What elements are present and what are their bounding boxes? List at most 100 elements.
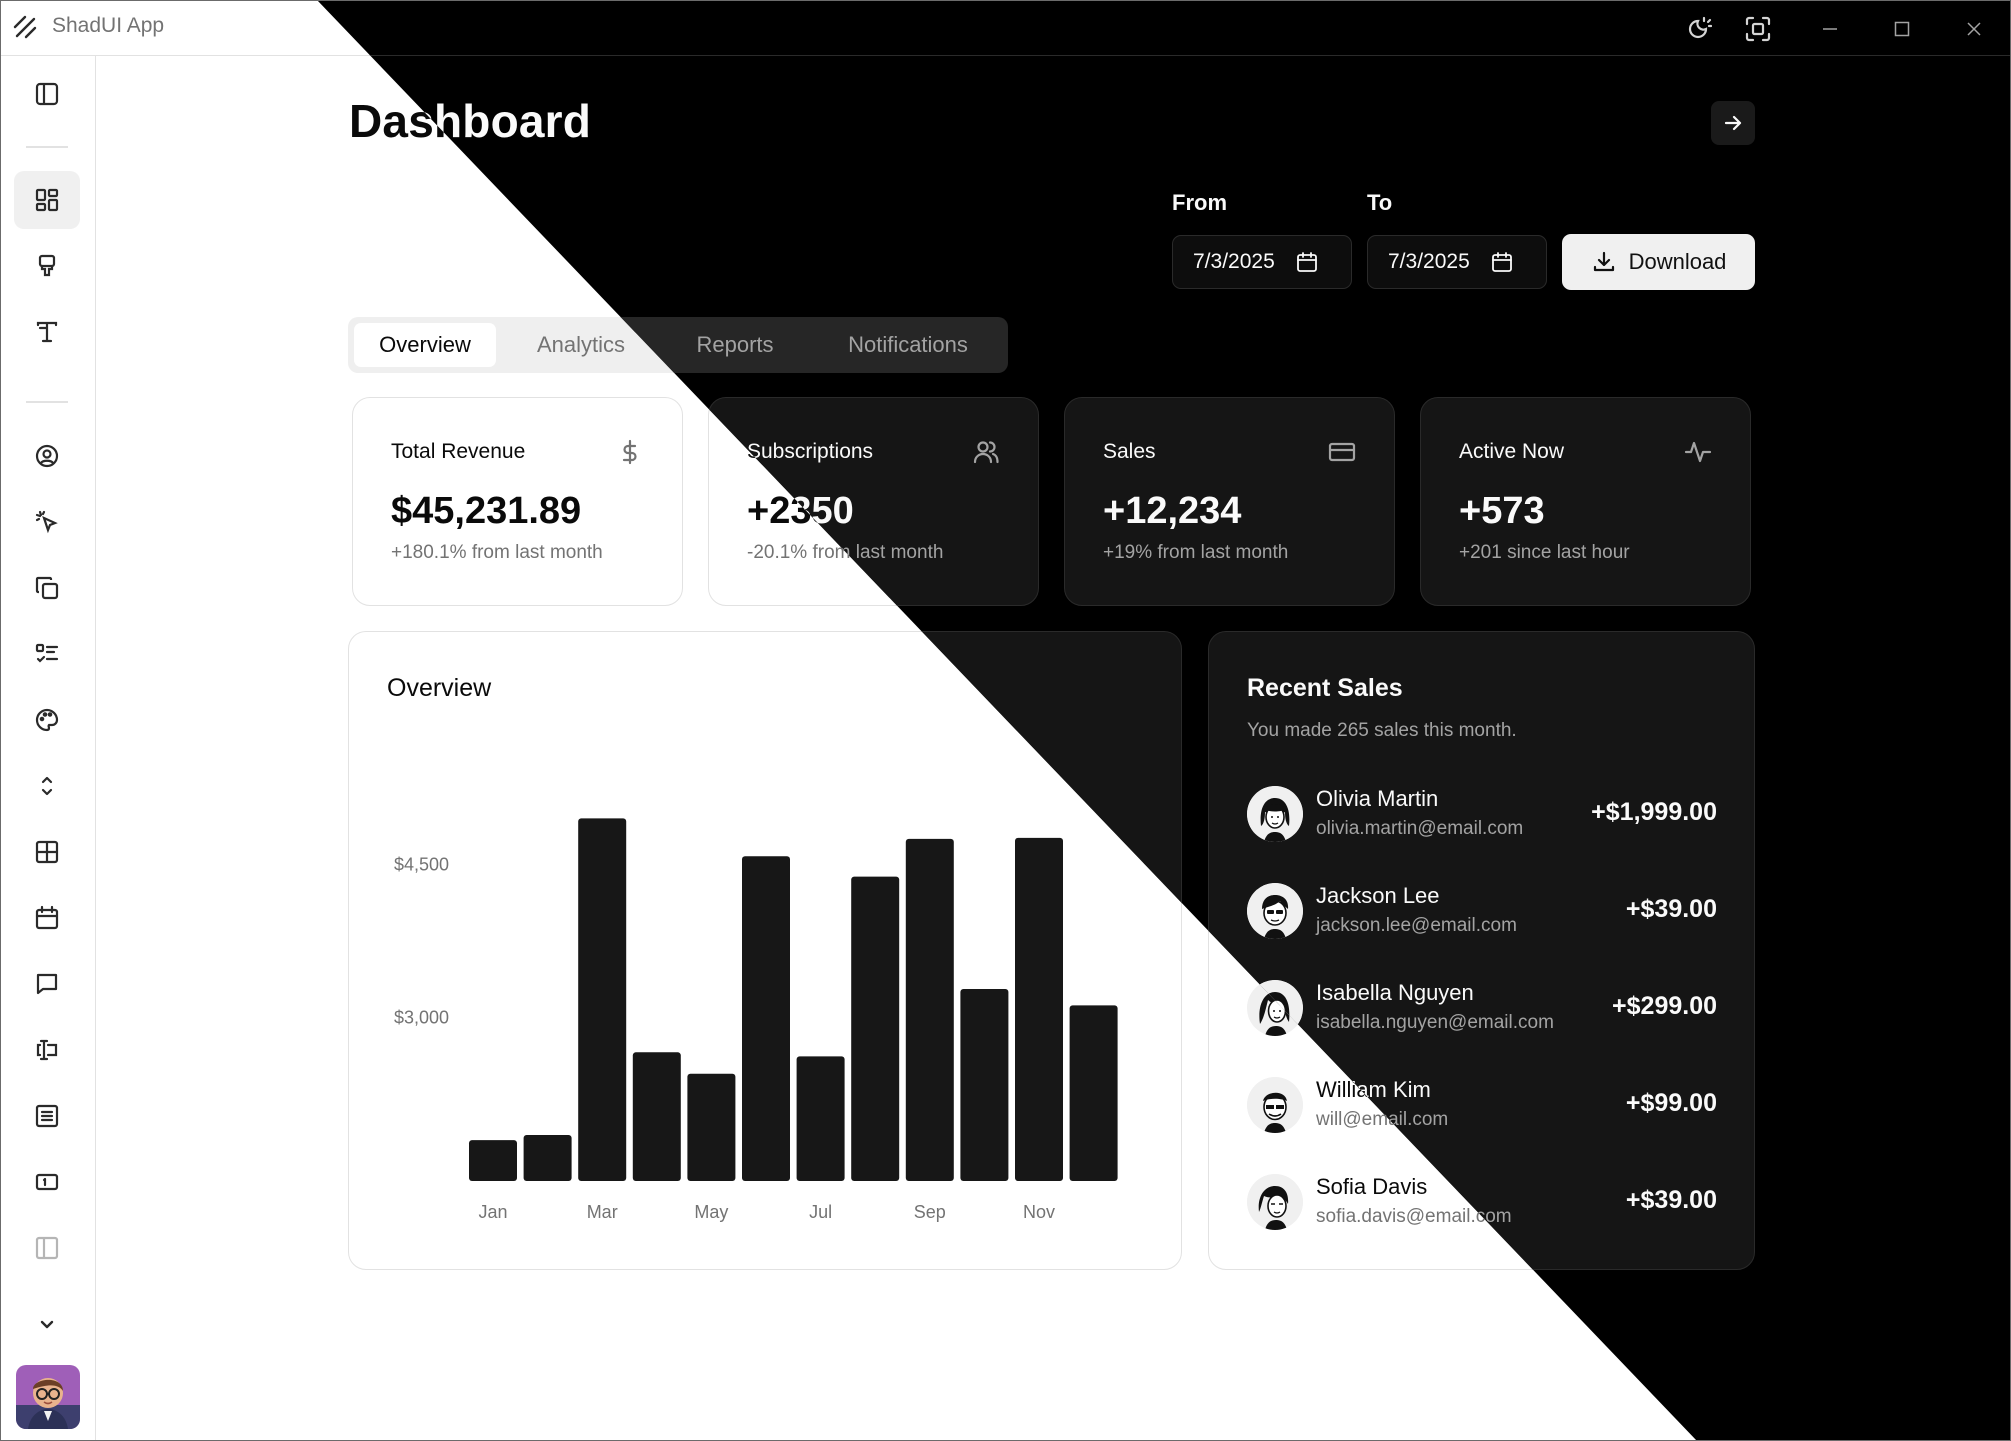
x-tick-label: Jan — [478, 1202, 507, 1222]
bar-aug — [851, 876, 900, 1181]
checklist-icon — [35, 643, 59, 663]
bar-dec — [1069, 1005, 1118, 1181]
sidebar-item-sidebar[interactable] — [14, 1219, 80, 1277]
stat-title: Subscriptions — [747, 440, 874, 463]
sale-amount: +$39.00 — [1625, 1186, 1717, 1214]
avatar-sofia-icon — [1247, 1174, 1303, 1230]
bar-mar — [578, 818, 627, 1181]
sidebar-item-input[interactable] — [14, 1021, 80, 1079]
next-button[interactable] — [1711, 101, 1755, 145]
sale-email: jackson.lee@email.com — [1316, 915, 1517, 936]
close-button[interactable] — [1957, 12, 1991, 46]
sidebar-item-checkbox[interactable] — [14, 625, 80, 683]
recent-sales-title: Recent Sales — [1247, 674, 1403, 702]
sidebar-item-theme[interactable] — [14, 237, 80, 295]
bar-nov — [1015, 837, 1063, 1181]
screenshot-icon — [1745, 16, 1771, 42]
screenshot-button[interactable] — [1741, 12, 1775, 46]
sidebar-item-button[interactable] — [14, 493, 80, 551]
palette-icon — [35, 708, 59, 732]
sidebar-toggle-icon — [35, 82, 59, 106]
from-date-picker[interactable]: 7/3/2025 — [1172, 235, 1352, 289]
sale-amount: +$299.00 — [1612, 992, 1717, 1020]
tab-analytics[interactable]: Analytics — [536, 332, 626, 357]
sidebar-item-colors[interactable] — [14, 691, 80, 749]
stat-note: +180.1% from last month — [391, 542, 603, 563]
sale-name: Jackson Lee — [1316, 883, 1440, 908]
sidebar-item-avatar[interactable] — [14, 427, 80, 485]
sale-amount: +$99.00 — [1625, 1089, 1717, 1117]
stat-card-active-now: Active Now +573 +201 since last hour — [1420, 397, 1751, 606]
dollar-icon — [622, 439, 637, 465]
credit-card-icon — [1328, 442, 1356, 462]
x-tick-label: Nov — [1023, 1202, 1055, 1222]
sidebar-item-date-picker[interactable] — [14, 889, 80, 947]
cursor-click-icon — [35, 510, 58, 534]
tab-notifications[interactable]: Notifications — [848, 332, 968, 357]
minimize-button[interactable] — [1813, 12, 1847, 46]
sale-name: Isabella Nguyen — [1316, 980, 1474, 1005]
calendar-icon — [1296, 252, 1317, 272]
list-icon — [35, 1104, 59, 1128]
table-icon — [35, 840, 59, 864]
from-label: From — [1172, 190, 1227, 215]
app-logo-icon — [13, 15, 37, 39]
user-avatar-image — [16, 1365, 80, 1429]
sale-item[interactable]: Isabella Nguyen isabella.nguyen@email.co… — [1247, 976, 1717, 1040]
recent-sales-subtitle: You made 265 sales this month. — [1247, 720, 1517, 741]
sidebar-item-data-table[interactable] — [14, 823, 80, 881]
sale-name: Sofia Davis — [1316, 1174, 1428, 1199]
stat-value: +573 — [1459, 490, 1545, 532]
download-button[interactable]: Download — [1562, 234, 1755, 290]
chart-title: Overview — [387, 674, 492, 702]
x-tick-label: Sep — [914, 1202, 946, 1222]
avatar-olivia-icon — [1247, 786, 1303, 842]
avatar-jackson-icon — [1247, 883, 1303, 939]
sidebar-divider — [26, 146, 68, 148]
chevrons-up-down-icon — [41, 776, 53, 796]
x-tick-label: Mar — [587, 1202, 618, 1222]
avatar — [1247, 1077, 1303, 1133]
sidebar-item-dialog[interactable] — [14, 955, 80, 1013]
sidebar-item-dashboard[interactable] — [14, 171, 80, 229]
activity-icon — [1684, 441, 1712, 463]
to-date-picker[interactable]: 7/3/2025 — [1367, 235, 1547, 289]
sidebar-more-button[interactable] — [14, 1295, 80, 1353]
tab-overview[interactable]: Overview — [354, 323, 496, 367]
bar-sep — [905, 838, 954, 1181]
sidebar-item-menu[interactable] — [14, 1087, 80, 1145]
close-icon — [1967, 22, 1981, 36]
avatar — [1247, 1174, 1303, 1230]
bar-feb — [523, 1135, 572, 1181]
sidebar-item-typography[interactable] — [14, 303, 80, 361]
stat-card-sales: Sales +12,234 +19% from last month — [1064, 397, 1395, 606]
sidebar-item-card[interactable] — [14, 559, 80, 617]
bar-apr — [632, 1052, 681, 1181]
sale-item[interactable]: Olivia Martin olivia.martin@email.com +$… — [1247, 782, 1717, 846]
paint-brush-icon — [38, 254, 56, 277]
avatar-william-icon — [1247, 1077, 1303, 1133]
sidebar-item-toast[interactable] — [14, 1153, 80, 1211]
stat-title: Active Now — [1459, 440, 1565, 463]
stat-value: +12,234 — [1103, 490, 1242, 532]
user-avatar[interactable] — [16, 1365, 80, 1429]
calendar-icon — [1491, 252, 1512, 272]
calendar-icon — [35, 905, 59, 930]
users-icon — [973, 441, 999, 464]
sale-email: isabella.nguyen@email.com — [1316, 1012, 1554, 1033]
avatar — [1247, 883, 1303, 939]
tab-reports[interactable]: Reports — [696, 332, 774, 357]
sale-item[interactable]: Jackson Lee jackson.lee@email.com +$39.0… — [1247, 879, 1717, 943]
theme-toggle-button[interactable] — [1681, 12, 1715, 46]
dashboard-icon — [35, 188, 59, 212]
maximize-button[interactable] — [1885, 12, 1919, 46]
stat-note: +201 since last hour — [1459, 542, 1630, 563]
copy-icon — [35, 576, 59, 600]
stat-title: Sales — [1103, 440, 1156, 463]
title-bar: ShadUI App — [317, 0, 2011, 56]
sidebar-toggle-button[interactable] — [14, 65, 80, 123]
app-title: ShadUI App — [52, 14, 165, 37]
overview-bar-chart: $3,000 $4,500 Jan Mar May Jul Sep Nov — [394, 818, 1118, 1222]
sidebar-item-combobox[interactable] — [14, 757, 80, 815]
text-cursor-input-icon — [36, 1039, 58, 1061]
